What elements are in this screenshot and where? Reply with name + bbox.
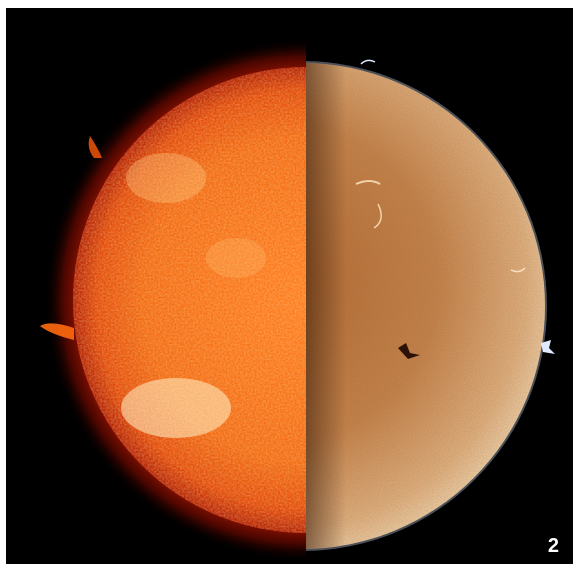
sun-left-half [40,38,306,562]
photo-frame: 2 [6,8,573,564]
sun-split-image [6,8,573,564]
figure-number: 2 [547,535,559,557]
